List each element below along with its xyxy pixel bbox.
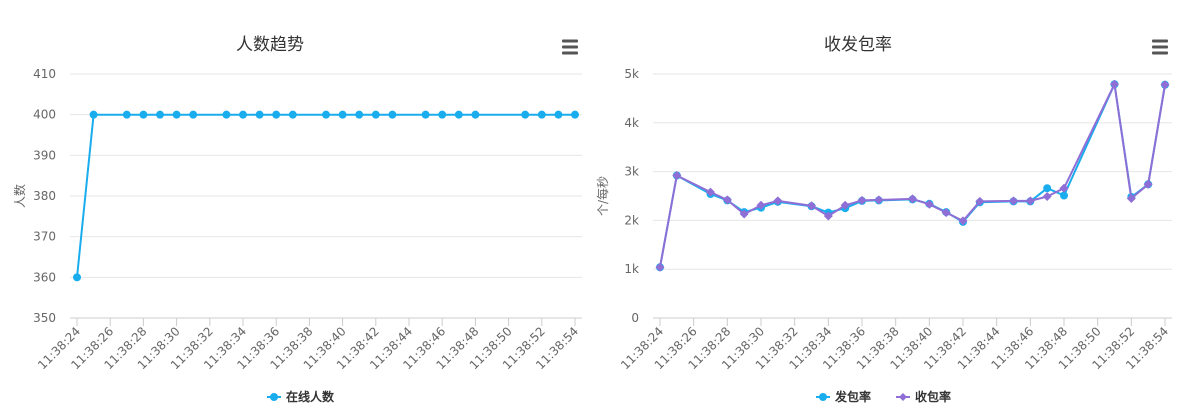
y-tick-label: 1k bbox=[624, 262, 639, 276]
data-point[interactable] bbox=[371, 110, 380, 119]
series-1 bbox=[73, 110, 579, 282]
data-point[interactable] bbox=[189, 110, 198, 119]
chart-menu-button[interactable] bbox=[1148, 36, 1172, 58]
data-point[interactable] bbox=[89, 110, 98, 119]
y-tick-label: 390 bbox=[33, 148, 56, 162]
data-point[interactable] bbox=[554, 110, 563, 119]
legend-marker bbox=[899, 393, 907, 401]
legend-label: 收包率 bbox=[915, 389, 951, 404]
chart-title: 人数趋势 bbox=[236, 35, 304, 55]
data-point[interactable] bbox=[471, 110, 480, 119]
data-point[interactable] bbox=[857, 195, 867, 205]
data-point[interactable] bbox=[122, 110, 131, 119]
chart-2: 收发包率01k2k3k4k5k个/每秒11:38:2411:38:2611:38… bbox=[595, 35, 1172, 404]
series-1 bbox=[656, 80, 1169, 272]
data-point[interactable] bbox=[1059, 183, 1069, 193]
data-point[interactable] bbox=[1060, 191, 1068, 200]
data-point[interactable] bbox=[958, 216, 968, 226]
y-tick-label: 0 bbox=[631, 311, 639, 325]
data-point[interactable] bbox=[823, 211, 833, 221]
data-point[interactable] bbox=[1126, 193, 1136, 203]
data-point[interactable] bbox=[288, 110, 297, 119]
data-point[interactable] bbox=[239, 110, 247, 119]
y-tick-label: 350 bbox=[33, 311, 56, 325]
data-point[interactable] bbox=[1043, 184, 1052, 193]
data-point[interactable] bbox=[1025, 196, 1035, 206]
y-tick-label: 5k bbox=[624, 67, 639, 81]
data-point[interactable] bbox=[739, 209, 749, 219]
data-point[interactable] bbox=[908, 194, 917, 204]
data-point[interactable] bbox=[272, 110, 281, 119]
series-line bbox=[659, 83, 1166, 268]
y-tick-label: 370 bbox=[33, 230, 56, 244]
data-point[interactable] bbox=[1042, 191, 1052, 201]
data-point[interactable] bbox=[874, 195, 884, 205]
data-point[interactable] bbox=[521, 110, 530, 119]
data-point[interactable] bbox=[156, 110, 164, 119]
legend-item[interactable]: 发包率 bbox=[816, 389, 871, 404]
legend-label: 在线人数 bbox=[286, 389, 335, 404]
data-point[interactable] bbox=[438, 110, 447, 119]
data-point[interactable] bbox=[756, 200, 766, 210]
y-axis-label: 人数 bbox=[12, 184, 27, 208]
legend-label: 发包率 bbox=[834, 389, 871, 404]
hamburger-menu-icon bbox=[562, 39, 578, 55]
legend-marker bbox=[270, 393, 278, 401]
data-point[interactable] bbox=[941, 208, 951, 218]
y-tick-label: 400 bbox=[33, 108, 56, 122]
data-point[interactable] bbox=[571, 110, 579, 119]
data-point[interactable] bbox=[537, 110, 546, 119]
series-line bbox=[659, 83, 1166, 268]
data-point[interactable] bbox=[1009, 196, 1018, 206]
series-2 bbox=[655, 79, 1170, 272]
data-point[interactable] bbox=[924, 199, 934, 209]
data-point[interactable] bbox=[172, 110, 181, 119]
data-point[interactable] bbox=[421, 110, 430, 119]
data-point[interactable] bbox=[222, 110, 231, 119]
legend-marker bbox=[819, 393, 827, 401]
y-tick-label: 2k bbox=[624, 213, 639, 227]
chart-title: 收发包率 bbox=[824, 35, 892, 55]
y-axis-label: 个/每秒 bbox=[595, 176, 610, 216]
data-point[interactable] bbox=[338, 110, 347, 119]
data-point[interactable] bbox=[139, 110, 148, 119]
data-point[interactable] bbox=[807, 201, 816, 211]
y-tick-label: 360 bbox=[33, 270, 56, 284]
y-tick-label: 410 bbox=[33, 67, 56, 81]
data-point[interactable] bbox=[1160, 80, 1170, 90]
data-point[interactable] bbox=[454, 110, 463, 119]
data-point[interactable] bbox=[1110, 79, 1119, 89]
y-tick-label: 380 bbox=[33, 189, 56, 203]
data-point[interactable] bbox=[655, 262, 665, 272]
legend-item[interactable]: 收包率 bbox=[896, 389, 951, 404]
data-point[interactable] bbox=[975, 196, 985, 206]
chart-1: 人数趋势350360370380390400410人数11:38:2411:38… bbox=[12, 35, 582, 404]
data-point[interactable] bbox=[722, 195, 732, 205]
data-point[interactable] bbox=[706, 187, 715, 197]
data-point[interactable] bbox=[388, 110, 397, 119]
data-point[interactable] bbox=[322, 110, 330, 119]
data-point[interactable] bbox=[672, 171, 682, 181]
data-point[interactable] bbox=[355, 110, 364, 119]
hamburger-menu-icon bbox=[1152, 39, 1168, 55]
data-point[interactable] bbox=[773, 196, 783, 206]
chart-menu-button[interactable] bbox=[558, 36, 582, 58]
data-point[interactable] bbox=[840, 200, 850, 210]
data-point[interactable] bbox=[73, 273, 81, 282]
data-point[interactable] bbox=[1143, 179, 1153, 189]
data-point[interactable] bbox=[255, 110, 264, 119]
legend-item[interactable]: 在线人数 bbox=[267, 389, 335, 404]
y-tick-label: 3k bbox=[624, 165, 639, 179]
y-tick-label: 4k bbox=[624, 116, 639, 130]
